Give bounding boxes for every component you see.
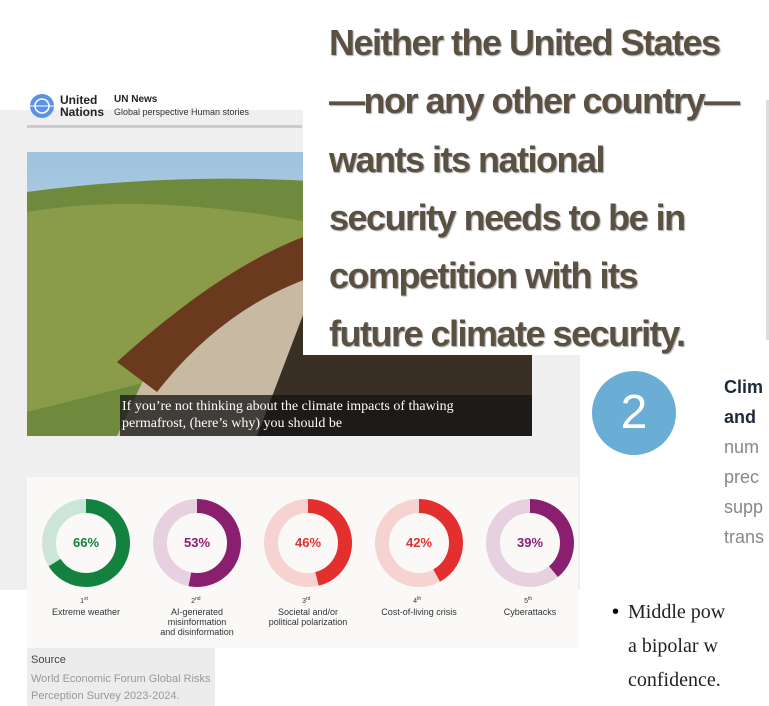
donut-label: 42% xyxy=(406,535,432,550)
bullet-dot: • xyxy=(612,595,619,629)
tagline: Global perspective Human stories xyxy=(114,107,249,117)
quote-box: Neither the United States—nor any other … xyxy=(303,0,765,355)
bullet-line: Middle pow xyxy=(628,595,725,629)
rank-suffix: nd xyxy=(195,596,201,602)
risk-label: misinformation xyxy=(168,617,227,627)
caption-line: If you’re not thinking about the climate… xyxy=(122,398,454,415)
quote-line: security needs to be in xyxy=(329,189,765,247)
source-text: World Economic Forum Global Risks xyxy=(31,671,215,688)
rank-suffix: th xyxy=(417,596,421,602)
step-number: 2 xyxy=(592,371,676,455)
source-box: Source World Economic Forum Global Risks… xyxy=(27,648,215,706)
risk-label: AI-generated xyxy=(171,607,223,617)
bullet-line: a bipolar w xyxy=(628,629,725,663)
step-heading: Clim xyxy=(724,372,764,402)
source-text: Perception Survey 2023-2024. xyxy=(31,688,215,705)
rank-suffix: th xyxy=(528,596,532,602)
rank-suffix: rd xyxy=(306,596,311,602)
bullet-line: confidence. xyxy=(628,663,725,697)
step-text: supp xyxy=(724,492,764,522)
step-text: num xyxy=(724,432,764,462)
caption: If you’re not thinking about the climate… xyxy=(122,398,454,432)
risk-label: Extreme weather xyxy=(52,607,120,617)
quote-line: wants its national xyxy=(329,131,765,189)
risk-label: political polarization xyxy=(269,617,348,627)
donut-label: 46% xyxy=(295,535,321,550)
page: United Nations UN News Global perspectiv… xyxy=(0,0,769,706)
step-text: prec xyxy=(724,462,764,492)
risk-label: Societal and/or xyxy=(278,607,338,617)
rank-suffix: st xyxy=(84,596,89,602)
quote-line: Neither the United States xyxy=(329,14,765,72)
step-heading: and xyxy=(724,402,764,432)
donut-label: 39% xyxy=(517,535,543,550)
step-text: trans xyxy=(724,522,764,552)
source-heading: Source xyxy=(31,654,215,666)
donut-label: 66% xyxy=(73,535,99,550)
donut-label: 53% xyxy=(184,535,210,550)
quote-line: competition with its xyxy=(329,247,765,305)
caption-line: permafrost, (here’s why) you should be xyxy=(122,415,454,432)
divider xyxy=(27,125,302,128)
logo-text: Nations xyxy=(60,106,104,118)
brand: UN News xyxy=(114,94,157,105)
quote-line: —nor any other country— xyxy=(329,72,765,130)
un-logo xyxy=(28,92,56,120)
risk-label: and disinformation xyxy=(160,627,234,637)
quote-line: future climate security. xyxy=(329,305,765,363)
risk-label: Cyberattacks xyxy=(504,607,557,617)
risk-label: Cost-of-living crisis xyxy=(381,607,457,617)
